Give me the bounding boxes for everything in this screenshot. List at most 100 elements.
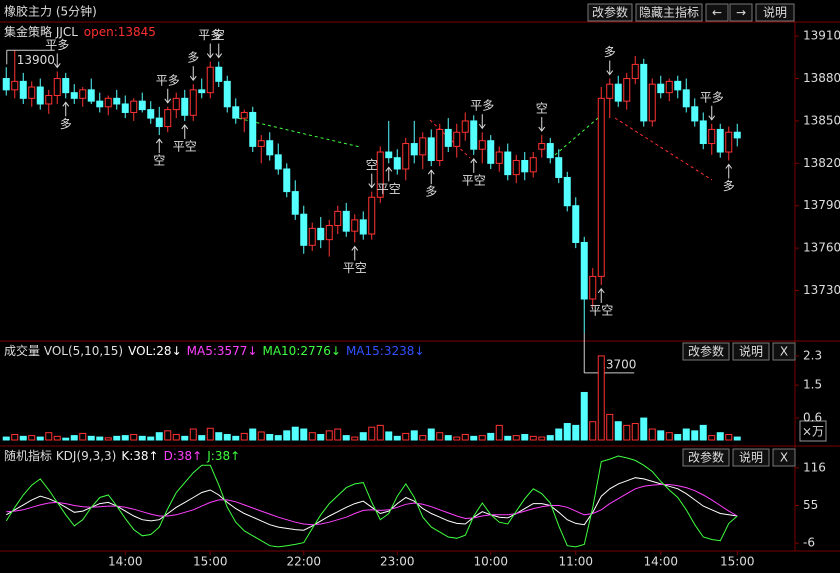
open-price: open:13845: [84, 25, 156, 39]
volume-bar: [249, 428, 257, 441]
unit-box: [799, 420, 827, 442]
signal-arrow-head: [53, 63, 61, 69]
button[interactable]: [635, 3, 703, 22]
candle-body: [147, 109, 155, 119]
signal-label: 多: [723, 179, 735, 193]
candle-body: [427, 137, 435, 162]
button-label[interactable]: X: [780, 451, 788, 465]
button-label[interactable]: →: [736, 6, 746, 20]
candle-body: [546, 143, 554, 159]
candle-body: [155, 117, 163, 128]
volume-bar: [674, 434, 682, 441]
signal-arrow-head: [351, 245, 359, 251]
volume-bar: [733, 436, 741, 441]
button-label[interactable]: 隐藏主指标: [639, 5, 699, 20]
volume-bar: [147, 436, 155, 441]
volume-bar: [597, 355, 605, 441]
button-label[interactable]: 说明: [763, 5, 787, 20]
candle-body: [70, 92, 78, 99]
y-tick-label: 13760: [803, 241, 840, 255]
volume-bar: [444, 435, 452, 441]
candle-body: [334, 210, 342, 227]
candle-body: [206, 66, 214, 94]
candle-body: [657, 83, 665, 94]
y-tick-label: 2.3: [803, 348, 822, 362]
volume-bar: [546, 435, 554, 441]
button[interactable]: [772, 448, 796, 467]
candle-body: [215, 66, 223, 82]
y-tick-label: -6: [803, 536, 815, 550]
button[interactable]: [682, 342, 730, 361]
volume-bar: [419, 435, 427, 441]
volume-bar: [393, 435, 401, 441]
volume-bar: [368, 426, 376, 441]
candle-body: [45, 94, 53, 105]
button[interactable]: [682, 448, 730, 467]
signal-label: 空: [213, 28, 225, 42]
button-label[interactable]: 说明: [739, 450, 763, 465]
candle-body: [28, 86, 36, 99]
signal-label: 多: [425, 185, 437, 199]
volume-bar: [198, 435, 206, 441]
volume-bar: [351, 436, 359, 441]
candle-body: [189, 89, 197, 116]
volume-bar: [232, 435, 240, 441]
candle-body: [478, 140, 486, 150]
candle-body: [665, 80, 673, 94]
candle-body: [589, 275, 597, 300]
button[interactable]: [732, 342, 770, 361]
y-tick-label: 13820: [803, 156, 840, 170]
volume-bar: [521, 434, 529, 441]
y-tick-label: 13790: [803, 198, 840, 212]
button-label[interactable]: ←: [712, 6, 722, 20]
candle-body: [79, 89, 87, 99]
button[interactable]: [705, 3, 729, 22]
volume-bar: [317, 434, 325, 441]
signal-label: 平多: [198, 28, 222, 42]
candle-body: [572, 205, 580, 243]
volume-bar: [478, 435, 486, 441]
signal-label: 多: [187, 51, 199, 65]
volume-bar: [436, 432, 444, 441]
volume-bar: [682, 428, 690, 441]
volume-bar: [181, 435, 189, 441]
button[interactable]: [587, 3, 633, 22]
signal-link: [232, 116, 361, 148]
volume-bar: [648, 428, 656, 441]
button-label[interactable]: 说明: [739, 344, 763, 359]
signal-arrow-head: [470, 158, 478, 164]
volume-bar: [240, 432, 248, 441]
signal-arrow-head: [597, 288, 605, 294]
signal-arrow-head: [62, 101, 70, 107]
signal-label: 空: [536, 102, 548, 116]
candle-body: [597, 97, 605, 277]
button[interactable]: [732, 448, 770, 467]
volume-bar: [529, 435, 537, 441]
y-tick-label: 116: [803, 460, 826, 474]
indicator: MA5:3577↓: [187, 344, 258, 358]
strategy-title: 集金策略 JJCL open:13845: [4, 24, 156, 39]
volume-bar: [665, 432, 673, 441]
strategy-name: 集金策略 JJCL: [4, 24, 78, 39]
button-label[interactable]: 改参数: [688, 344, 724, 359]
button-label[interactable]: X: [780, 345, 788, 359]
button-label[interactable]: 改参数: [688, 450, 724, 465]
button[interactable]: [755, 3, 795, 22]
candle-body: [317, 227, 325, 241]
candle-body: [274, 154, 282, 170]
candle-body: [62, 78, 70, 94]
volume-bar: [631, 423, 639, 441]
signal-label: 空: [366, 158, 378, 172]
candle-body: [249, 111, 257, 147]
candle-body: [240, 111, 248, 119]
x-tick-label: 15:00: [720, 555, 755, 569]
candle-body: [725, 131, 733, 153]
volume-bar: [53, 435, 61, 441]
button[interactable]: [772, 342, 796, 361]
button[interactable]: [729, 3, 753, 22]
button-label[interactable]: 改参数: [592, 5, 628, 20]
volume-bar: [487, 432, 495, 441]
x-tick-label: 11:00: [558, 555, 593, 569]
candle-body: [648, 83, 656, 122]
candle-body: [53, 78, 61, 96]
